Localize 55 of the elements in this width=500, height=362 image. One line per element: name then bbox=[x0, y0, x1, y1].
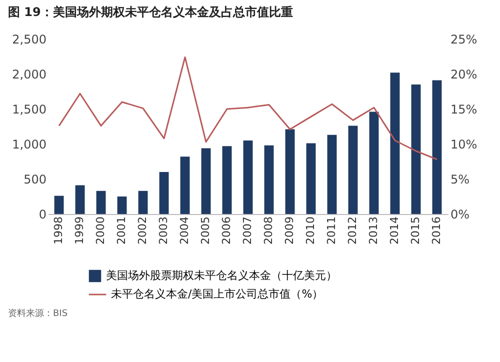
bar bbox=[285, 129, 295, 214]
bar bbox=[159, 172, 169, 214]
text: 资料来源：BIS bbox=[8, 308, 68, 319]
bar bbox=[75, 185, 85, 214]
x-tick-label: 2014 bbox=[388, 216, 401, 244]
x-tick-label: 2016 bbox=[430, 216, 443, 244]
y2-tick-label: 5% bbox=[450, 172, 470, 186]
x-tick-label: 2007 bbox=[241, 216, 254, 244]
bar bbox=[201, 148, 211, 214]
bar bbox=[411, 84, 421, 214]
bar bbox=[54, 196, 64, 214]
y2-tick-label: 25% bbox=[450, 32, 478, 46]
bar bbox=[117, 196, 127, 214]
x-tick-label: 1998 bbox=[52, 216, 66, 244]
bar bbox=[348, 126, 358, 214]
y2-tick-label: 10% bbox=[450, 138, 478, 152]
x-tick-label: 2006 bbox=[220, 216, 234, 244]
y-tick-label: 0 bbox=[38, 208, 46, 222]
bar bbox=[432, 80, 442, 214]
bar bbox=[327, 134, 337, 214]
y-tick-label: 1,500 bbox=[12, 102, 46, 116]
x-tick-label: 2012 bbox=[346, 216, 359, 244]
x-tick-label: 2003 bbox=[157, 216, 170, 244]
bar bbox=[264, 145, 274, 214]
legend-label: 美国场外股票期权未平仓名义本金（十亿美元） bbox=[106, 269, 337, 282]
y-tick-label: 500 bbox=[24, 172, 46, 186]
x-tick-label: 2004 bbox=[178, 216, 192, 244]
bar bbox=[243, 140, 253, 214]
bar bbox=[369, 112, 379, 214]
x-tick-label: 2008 bbox=[262, 216, 275, 244]
chart-title: 图 19：美国场外期权未平仓名义本金及占总市值比重 bbox=[8, 5, 293, 19]
x-tick-label: 2013 bbox=[366, 216, 380, 244]
y2-tick-label: 15% bbox=[450, 102, 478, 116]
x-tick-label: 2002 bbox=[136, 216, 150, 244]
x-tick-label: 2000 bbox=[94, 216, 108, 244]
legend-label: 未平仓名义本金/美国上市公司总市值（%） bbox=[111, 288, 324, 300]
y-tick-label: 1,000 bbox=[12, 138, 46, 152]
x-tick-label: 2015 bbox=[408, 216, 422, 244]
bar bbox=[138, 190, 148, 214]
bar bbox=[96, 190, 106, 214]
line-series bbox=[58, 56, 438, 160]
y2-tick-label: 20% bbox=[450, 68, 478, 82]
bar bbox=[306, 143, 316, 214]
x-tick-label: 2001 bbox=[115, 216, 128, 244]
bar bbox=[180, 156, 190, 214]
x-tick-label: 2005 bbox=[199, 216, 212, 244]
x-tick-label: 2011 bbox=[324, 216, 338, 244]
bar bbox=[390, 72, 400, 214]
y2-tick-label: 0% bbox=[450, 208, 470, 222]
y-tick-label: 2,000 bbox=[12, 68, 46, 82]
x-tick-label: 1999 bbox=[73, 216, 86, 244]
x-tick-label: 2009 bbox=[282, 216, 296, 244]
y-tick-label: 2,500 bbox=[12, 32, 46, 46]
bar bbox=[222, 146, 232, 214]
x-tick-label: 2010 bbox=[304, 216, 317, 244]
